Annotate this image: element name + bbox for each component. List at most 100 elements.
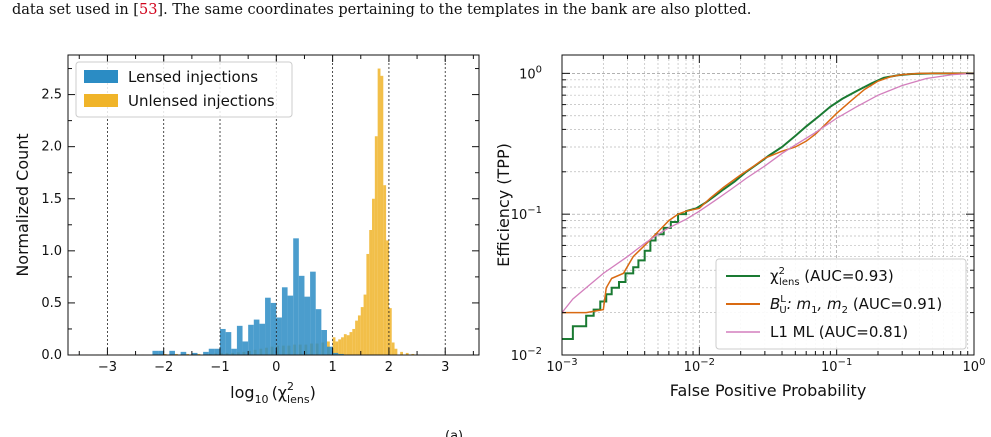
x-tick-label: 10−1 — [821, 357, 852, 375]
y-tick-label: 0.0 — [41, 348, 62, 363]
lensed-bar — [248, 324, 254, 355]
histogram-chart: −3 −2 −1 0 1 2 3 0.0 0.5 1.0 1.5 2.0 2.5 Lensed inj… — [13, 54, 480, 406]
y-tick-label: 10−1 — [511, 205, 542, 223]
tick-exponent: −3 — [563, 357, 578, 368]
tick-base: 10 — [511, 208, 528, 223]
subfigure-label: (a) — [445, 429, 463, 437]
unlensed-bar — [369, 230, 373, 355]
unlensed-bar — [352, 328, 356, 355]
unlensed-bar — [332, 337, 336, 355]
y-tick-label: 10−2 — [511, 346, 542, 364]
lensed-bar — [236, 325, 243, 355]
unlensed-bar — [349, 332, 353, 355]
roc-frame — [561, 54, 975, 356]
tick-base: 10 — [963, 360, 980, 375]
caption-suffix: ]. The same coordinates pertaining to th… — [157, 2, 752, 18]
y-tick-label: 0.5 — [41, 296, 62, 311]
unlensed-bar — [346, 335, 350, 355]
unlensed-bar — [400, 351, 403, 355]
unlensed-bar — [363, 294, 367, 355]
lensed-bar — [158, 350, 164, 355]
unlensed-bar — [374, 136, 378, 355]
x-tick-label: 1 — [328, 360, 336, 375]
roc-x-ticks: 10−3 10−2 10−1 100 — [546, 55, 985, 375]
lensed-bar — [298, 275, 305, 355]
lensed-bar — [169, 350, 175, 355]
histogram-legend-box — [75, 61, 293, 118]
tick-exponent: −2 — [700, 357, 715, 368]
lensed-bar — [225, 332, 232, 355]
legend-label-chi2: χ2 lens (AUC=0.93) — [770, 266, 894, 288]
y-tick-label: 2.0 — [41, 140, 62, 155]
lensed-bar — [326, 346, 333, 355]
roc-legend: χ2 lens (AUC=0.93) BL U: m1, m2 (AUC=0.91)… — [715, 258, 967, 350]
unlensed-bar — [186, 353, 190, 355]
unlensed-bar — [366, 253, 370, 355]
y-tick-label: 1.5 — [41, 192, 62, 207]
lensed-bar — [293, 238, 299, 355]
caption-prefix: data set used in [ — [12, 2, 139, 18]
y-tick-label: 2.5 — [41, 88, 62, 103]
roc-x-axis-label: False Positive Probability — [670, 381, 867, 400]
unlensed-bar — [372, 198, 375, 355]
legend-swatch-unlensed — [84, 94, 118, 107]
x-tick-label: 2 — [385, 360, 393, 375]
unlensed-bar — [360, 307, 364, 355]
unlensed-bar — [380, 75, 384, 355]
x-tick-label: −2 — [154, 360, 173, 375]
legend-label-lensed: Lensed injections — [128, 68, 258, 86]
bayes-m2-sub: 2 — [842, 305, 848, 316]
legend-swatch-lensed — [84, 70, 118, 83]
lensed-bar — [287, 295, 294, 355]
histogram-frame — [67, 54, 480, 356]
chi-exponent: 2 — [779, 266, 785, 277]
caption-reference-link[interactable]: 53 — [138, 2, 158, 18]
unlensed-bar — [411, 353, 415, 355]
lensed-bar — [220, 328, 226, 355]
unlensed-bar — [343, 334, 347, 355]
lensed-bars — [152, 238, 344, 355]
unlensed-bar — [355, 320, 358, 355]
x-tick-label: −3 — [98, 360, 117, 375]
tick-base: 10 — [546, 360, 563, 375]
lensed-bar — [332, 352, 339, 355]
x-label-close-paren: ) — [310, 383, 316, 402]
x-tick-label: 100 — [963, 357, 986, 375]
histogram-legend: Lensed injections Unlensed injections — [75, 61, 293, 118]
x-label-log: log — [230, 383, 254, 402]
unlensed-bar — [357, 315, 361, 355]
tick-base: 10 — [511, 349, 528, 364]
lensed-bar — [208, 348, 215, 355]
tick-exponent: −2 — [527, 346, 542, 357]
lensed-bar — [253, 319, 260, 355]
lensed-bar — [304, 296, 311, 355]
lensed-bar — [276, 317, 282, 355]
legend-label-ml: L1 ML (AUC=0.81) — [770, 323, 908, 341]
x-tick-label: −1 — [210, 360, 229, 375]
unlensed-bar — [391, 342, 395, 355]
lensed-bar — [281, 287, 288, 355]
legend-label-bayes: BL U: m1, m2 (AUC=0.91) — [770, 294, 942, 316]
lensed-bar — [310, 271, 316, 355]
x-tick-label: 3 — [441, 360, 449, 375]
tick-base: 10 — [821, 360, 838, 375]
bayes-m1-sub: 1 — [811, 305, 817, 316]
lensed-bar — [242, 341, 249, 355]
legend-label-unlensed: Unlensed injections — [128, 92, 275, 110]
unlensed-bar — [338, 339, 342, 355]
bayes-sub: U — [779, 305, 786, 316]
bayes-m1: : m — [787, 295, 811, 313]
unlensed-bar — [405, 352, 409, 355]
tick-base: 10 — [684, 360, 701, 375]
unlensed-bar — [377, 68, 381, 356]
roc-curve-1 — [562, 72, 974, 314]
roc-legend-box — [715, 258, 967, 350]
lensed-bar — [270, 302, 277, 355]
tick-exponent: −1 — [527, 205, 542, 216]
figure-caption: data set used in [53]. The same coordina… — [12, 2, 751, 18]
roc-curves — [561, 72, 975, 340]
bayes-auc: (AUC=0.91) — [848, 295, 942, 313]
